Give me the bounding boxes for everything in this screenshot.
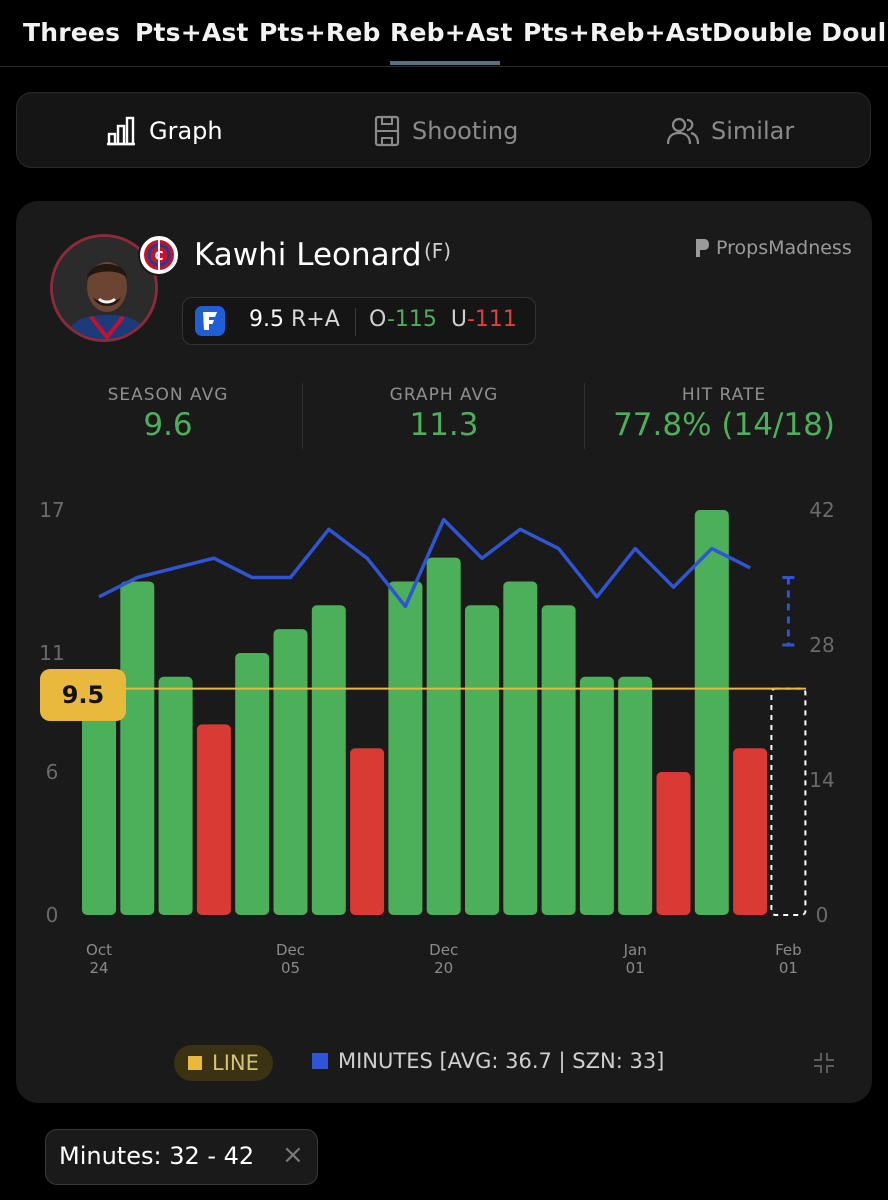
hit-rate-value: 77.8% (14/18) — [613, 407, 835, 443]
legend-minutes-swatch — [312, 1053, 328, 1069]
hit-rate-label: HIT RATE — [681, 385, 767, 405]
brand-watermark: PropsMadness — [694, 237, 852, 259]
legend-minutes-toggle[interactable]: MINUTES [AVG: 36.7 | SZN: 33] — [312, 1049, 664, 1073]
segment-similar[interactable]: Similar — [667, 93, 794, 169]
over-label: O — [369, 307, 387, 332]
bar — [579, 676, 614, 915]
x-tick-month: Dec — [276, 941, 305, 959]
stat-divider — [302, 383, 303, 449]
tab-pts-ast[interactable]: Pts+Ast — [135, 18, 249, 47]
segment-graph[interactable]: Graph — [105, 93, 223, 169]
sportsbook-logo-icon — [195, 306, 225, 336]
propsmadness-logo-icon — [696, 239, 709, 257]
prop-tab-bar: Threes Pts+Ast Pts+Reb Reb+Ast Pts+Reb+A… — [0, 0, 888, 67]
collapse-icon[interactable] — [812, 1051, 836, 1075]
legend-line-label: LINE — [212, 1051, 259, 1075]
close-icon[interactable]: × — [282, 1140, 304, 1170]
y-tick-right: 28 — [809, 633, 834, 657]
tab-pts-reb[interactable]: Pts+Reb — [259, 18, 381, 47]
x-tick-month: Feb — [775, 941, 802, 959]
tab-double-double[interactable]: Double Doul — [712, 18, 887, 47]
tab-pts-reb-ast[interactable]: Pts+Reb+Ast — [523, 18, 713, 47]
segment-shooting[interactable]: Shooting — [374, 93, 518, 169]
brand-name: PropsMadness — [716, 237, 852, 259]
under-label: U — [450, 307, 467, 332]
clippers-logo-icon: C — [138, 234, 180, 276]
y-tick-left: 17 — [39, 498, 64, 522]
bar — [235, 652, 270, 915]
season-avg-label: SEASON AVG — [107, 385, 229, 405]
x-tick-day: 20 — [434, 959, 453, 977]
bar — [120, 581, 155, 915]
player-name: Kawhi Leonard — [194, 237, 422, 273]
graph-avg-value: 11.3 — [409, 407, 479, 443]
bar — [465, 605, 499, 915]
y-tick-right: 42 — [809, 498, 834, 522]
y-tick-left: 11 — [39, 641, 64, 665]
users-icon — [667, 117, 699, 145]
court-icon — [374, 115, 400, 147]
legend-line-toggle[interactable]: LINE — [174, 1045, 273, 1081]
legend-minutes-label: MINUTES [AVG: 36.7 | SZN: 33] — [338, 1049, 665, 1073]
bar — [196, 724, 231, 915]
x-tick-month: Oct — [86, 941, 112, 959]
player-position: (F) — [424, 239, 452, 263]
y-tick-left: 6 — [46, 760, 59, 784]
bar — [311, 605, 346, 915]
odds-divider — [355, 308, 356, 336]
x-tick-month: Dec — [429, 941, 458, 959]
odds-over-under: O-115 U-111 — [369, 307, 517, 332]
segment-shooting-label: Shooting — [412, 117, 519, 145]
line-value-badge[interactable]: 9.5 — [40, 669, 126, 721]
x-tick-day: 24 — [89, 959, 108, 977]
tab-threes[interactable]: Threes — [23, 18, 121, 47]
x-tick-month: Jan — [623, 941, 647, 959]
x-tick-day: 05 — [281, 959, 300, 977]
over-odds: -115 — [386, 307, 437, 332]
bar — [503, 581, 538, 915]
bar — [618, 676, 653, 915]
x-tick-day: 01 — [626, 959, 645, 977]
player-prop-card: C Kawhi Leonard (F) PropsMadness 9.5 R+A… — [16, 201, 872, 1103]
active-tab-indicator — [390, 61, 500, 65]
minutes-filter-label: Minutes: 32 - 42 — [59, 1142, 255, 1170]
y-tick-right: 0 — [816, 903, 829, 927]
bar-chart-icon — [107, 116, 135, 146]
graph-avg-label: GRAPH AVG — [389, 385, 499, 405]
view-segmented-control: Graph Shooting Similar — [16, 92, 871, 168]
under-odds: -111 — [466, 307, 517, 332]
y-tick-left: 0 — [46, 903, 59, 927]
tab-reb-ast[interactable]: Reb+Ast — [390, 18, 513, 47]
bar — [82, 688, 116, 915]
bar — [656, 772, 691, 915]
odds-stat: R+A — [291, 307, 340, 332]
bar — [733, 748, 768, 915]
bar — [694, 510, 729, 915]
bar — [426, 557, 461, 915]
bar — [541, 605, 576, 915]
legend-line-swatch — [188, 1056, 202, 1070]
svg-text:C: C — [155, 249, 164, 263]
bar — [158, 676, 193, 915]
bar — [273, 629, 308, 915]
stat-divider — [584, 383, 585, 449]
segment-graph-label: Graph — [149, 117, 223, 145]
odds-box[interactable]: 9.5 R+A O-115 U-111 — [182, 297, 536, 345]
bar — [350, 748, 385, 915]
season-avg-value: 9.6 — [143, 407, 193, 443]
odds-line-value: 9.5 — [249, 307, 284, 332]
minutes-line — [98, 517, 751, 609]
odds-line: 9.5 R+A — [249, 307, 340, 332]
x-tick-day: 01 — [779, 959, 798, 977]
y-tick-right: 14 — [809, 768, 834, 792]
minutes-filter-chip[interactable]: Minutes: 32 - 42 × — [45, 1129, 318, 1185]
next-game-bar — [770, 687, 807, 917]
bar — [388, 581, 423, 915]
segment-similar-label: Similar — [711, 117, 795, 145]
